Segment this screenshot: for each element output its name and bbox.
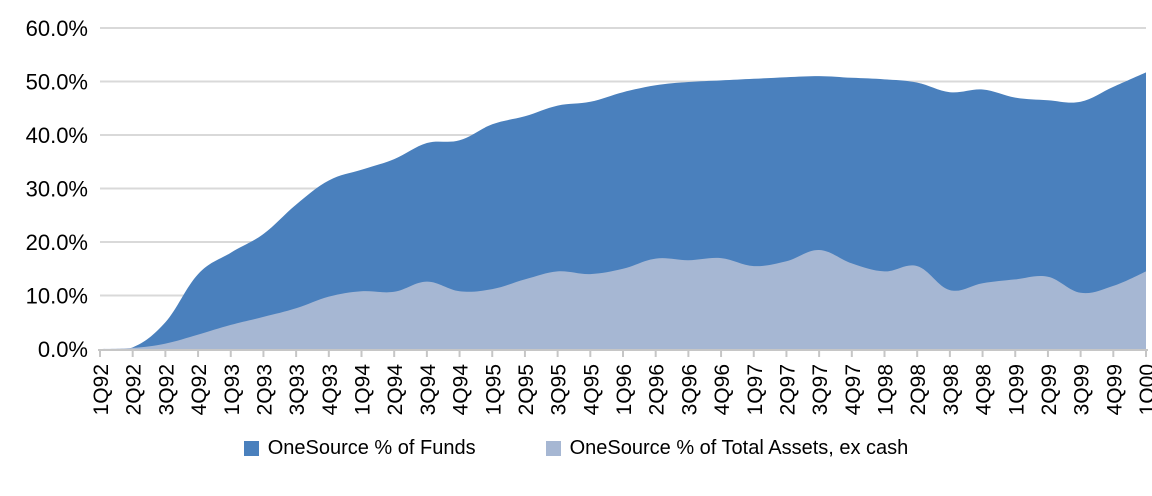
x-axis-tick-label: 1Q95 — [482, 364, 505, 415]
x-axis-tick-label: 1Q96 — [613, 364, 636, 415]
plot-area: 0.0% 10.0% 20.0% 30.0% 40.0% 50.0% 60.0% 1Q92 2Q… — [26, 16, 1152, 416]
x-axis-tick-label: 1Q93 — [221, 364, 244, 415]
legend-swatch-assets-icon — [545, 441, 561, 456]
x-axis-tick-label: 4Q99 — [1103, 364, 1126, 415]
x-axis-tick-label: 4Q94 — [450, 364, 473, 416]
legend-label-assets: OneSource % of Total Assets, ex cash — [569, 437, 909, 459]
y-axis-tick-label: 10.0% — [26, 284, 88, 309]
x-axis-tick-label: 3Q92 — [155, 364, 178, 415]
y-axis-tick-label: 0.0% — [38, 337, 88, 362]
x-axis-tick-label: 2Q97 — [776, 364, 799, 415]
x-axis-tick-label: 2Q98 — [907, 364, 930, 415]
x-axis-tick-label: 2Q92 — [123, 364, 146, 415]
x-axis-tick-label: 3Q96 — [678, 364, 701, 415]
y-axis-tick-label: 40.0% — [26, 123, 88, 148]
y-axis-tick-label: 30.0% — [26, 177, 88, 202]
x-axis-tick-label: 3Q99 — [1071, 364, 1094, 415]
x-axis-tick-label: 1Q94 — [352, 364, 375, 416]
y-axis-tick-label: 20.0% — [26, 230, 88, 255]
legend-item-funds: OneSource % of Funds — [243, 437, 476, 460]
x-axis-tick-label: 2Q99 — [1038, 364, 1061, 415]
x-axis-tick-label: 1Q98 — [875, 364, 898, 415]
y-axis-tick-label: 50.0% — [26, 70, 88, 95]
x-axis-tick-label: 1Q92 — [90, 364, 113, 415]
x-axis-tick-label: 1Q00 — [1136, 364, 1152, 415]
x-axis-tick-label: 4Q97 — [842, 364, 865, 415]
legend-item-assets: OneSource % of Total Assets, ex cash — [545, 437, 909, 460]
x-axis-tick-label: 4Q95 — [580, 364, 603, 415]
x-axis-tick-label: 1Q99 — [1005, 364, 1028, 415]
x-axis-tick-label: 4Q98 — [973, 364, 996, 415]
x-axis-tick-label: 3Q93 — [286, 364, 309, 415]
x-axis-tick-label: 2Q93 — [253, 364, 276, 415]
x-axis-tick-label: 2Q96 — [646, 364, 669, 415]
legend-label-funds: OneSource % of Funds — [267, 437, 476, 459]
x-axis-tick-label: 3Q94 — [417, 364, 440, 416]
x-axis-tick-label: 2Q95 — [515, 364, 538, 415]
legend-swatch-funds-icon — [243, 441, 259, 456]
x-axis-tick-label: 3Q97 — [809, 364, 832, 415]
x-axis-tick-label: 2Q94 — [384, 364, 407, 416]
area-series-assets — [100, 249, 1146, 349]
x-axis-tick-label: 1Q97 — [744, 364, 767, 415]
x-axis-tick-label: 4Q92 — [188, 364, 211, 415]
chart-legend: OneSource % of Funds OneSource % of Tota… — [0, 437, 1152, 460]
x-axis-tick-label: 3Q98 — [940, 364, 963, 415]
y-axis-tick-label: 60.0% — [26, 16, 88, 41]
x-axis-tick-label: 4Q93 — [319, 364, 342, 415]
x-axis-tick-label: 4Q96 — [711, 364, 734, 415]
x-axis-tick-label: 3Q95 — [548, 364, 571, 415]
